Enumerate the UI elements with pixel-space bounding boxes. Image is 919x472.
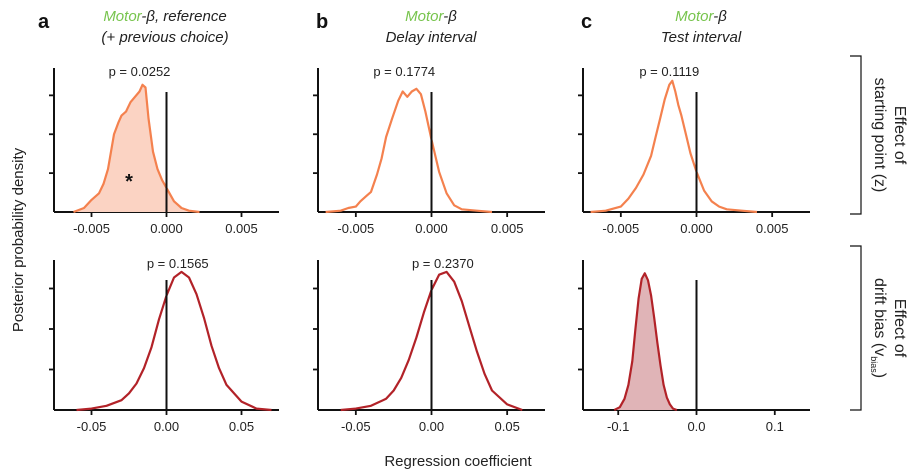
panel-b-title-line1: Motor-β	[405, 8, 457, 25]
x-tick-label: -0.005	[602, 221, 639, 236]
density-line	[76, 270, 272, 412]
p-value-label: p = 0.1774	[373, 64, 435, 79]
panel-a-top: -0.005 0.000 0.005 p = 0.0252 *	[49, 64, 279, 236]
density-area	[73, 84, 200, 212]
panel-c-title-green: Motor	[675, 8, 714, 25]
panel-c-title-rest: -β	[713, 8, 727, 25]
side-label-bottom-suffix: )	[871, 373, 888, 378]
density-line	[590, 79, 758, 214]
x-tick-label: 0.05	[229, 419, 254, 434]
p-value-label: p = 0.2370	[412, 256, 474, 271]
panel-a-bottom: -0.05 0.00 0.05 p = 0.1565	[49, 256, 279, 434]
panel-c-title-line2: Test interval	[661, 29, 742, 46]
side-label-top-line2: starting point (z)	[871, 78, 888, 193]
panel-a-title-green: Motor	[103, 8, 142, 25]
x-tick-label: -0.005	[337, 221, 374, 236]
panel-letter-b: b	[316, 11, 328, 33]
x-tick-label: 0.005	[756, 221, 789, 236]
panel-b-title-rest: -β	[443, 8, 457, 25]
density-line	[325, 87, 493, 214]
x-tick-label: 0.000	[150, 221, 183, 236]
side-label-top-line1: Effect of	[891, 106, 908, 165]
x-tick-label: -0.005	[73, 221, 110, 236]
panel-b-bottom: -0.05 0.00 0.05 p = 0.2370	[313, 256, 545, 434]
p-value-label: p = 0.0252	[109, 64, 171, 79]
x-tick-label: 0.1	[766, 419, 784, 434]
panel-c-title-line1: Motor-β	[675, 8, 727, 25]
x-tick-label: -0.05	[341, 419, 371, 434]
panel-a-title-rest: -β, reference	[141, 8, 226, 25]
panel-b-title-green: Motor	[405, 8, 444, 25]
x-tick-label: -0.05	[77, 419, 107, 434]
x-tick-label: 0.000	[680, 221, 713, 236]
side-label-top: Effect of starting point (z)	[871, 78, 908, 193]
p-value-label: p = 0.1119	[639, 64, 699, 79]
x-tick-label: 0.0	[687, 419, 705, 434]
density-line	[613, 272, 678, 412]
x-tick-label: 0.05	[495, 419, 520, 434]
x-axis-title: Regression coefficient	[384, 453, 532, 470]
significance-star: *	[125, 171, 133, 193]
panel-a-title-line2: (+ previous choice)	[101, 29, 228, 46]
side-label-bottom-line1: Effect of	[891, 299, 908, 358]
panel-a-title-line1: Motor-β, reference	[103, 8, 226, 25]
side-label-bottom-prefix: drift bias (v	[871, 278, 888, 356]
bracket-top	[850, 55, 862, 215]
side-label-bottom: Effect of drift bias (vbias)	[869, 278, 908, 378]
density-line	[340, 270, 523, 412]
side-label-bottom-line2: drift bias (vbias)	[869, 278, 888, 378]
panel-letter-a: a	[38, 11, 50, 33]
side-label-bottom-sub: bias	[869, 356, 879, 373]
y-axis-title: Posterior probability density	[10, 147, 27, 332]
x-tick-label: -0.1	[607, 419, 629, 434]
panel-c-bottom: -0.1 0.0 0.1	[578, 260, 810, 434]
x-tick-label: 0.00	[419, 419, 444, 434]
panel-b-top: -0.005 0.000 0.005 p = 0.1774	[313, 64, 545, 236]
chart-panels: -0.005 0.000 0.005 p = 0.0252 * -0.005 0.000 0.…	[49, 64, 810, 434]
density-area	[614, 273, 677, 410]
bracket-bottom	[850, 245, 862, 411]
x-tick-label: 0.005	[491, 221, 524, 236]
panel-b-title-line2: Delay interval	[386, 29, 478, 46]
panel-letter-c: c	[581, 11, 592, 33]
x-tick-label: 0.000	[415, 221, 448, 236]
p-value-label: p = 0.1565	[147, 256, 209, 271]
x-tick-label: 0.005	[225, 221, 258, 236]
x-tick-label: 0.00	[154, 419, 179, 434]
panel-c-top: -0.005 0.000 0.005 p = 0.1119	[578, 64, 810, 236]
